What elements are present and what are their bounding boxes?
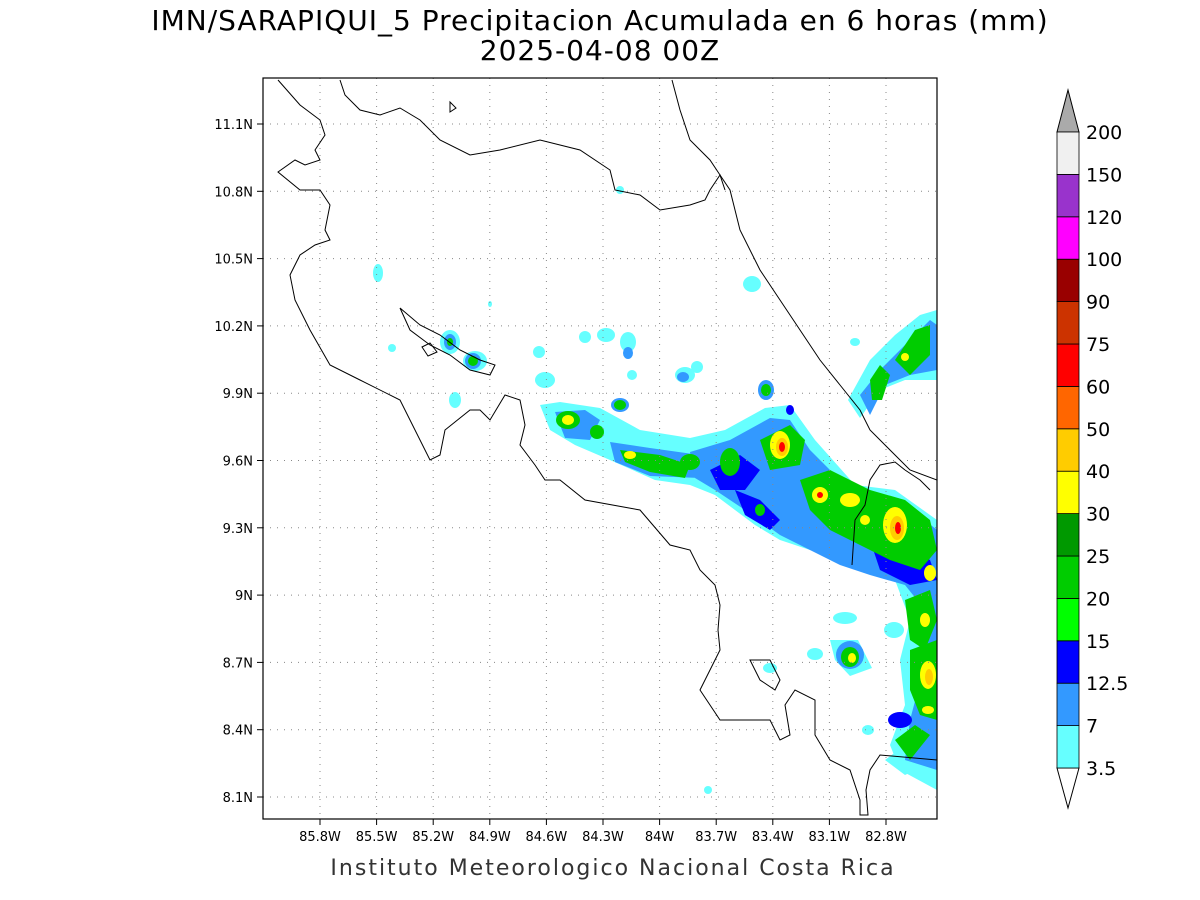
colorbar-swatch	[1056, 682, 1080, 727]
colorbar-label: 25	[1086, 546, 1110, 568]
colorbar-swatch	[1056, 216, 1080, 260]
colorbar-swatch	[1056, 428, 1080, 472]
x-tick-label: 84.6W	[525, 830, 567, 845]
y-tick-label: 8.7N	[223, 656, 253, 671]
credit-text: Instituto Meteorologico Nacional Costa R…	[330, 856, 896, 881]
y-tick-label: 9.6N	[223, 455, 253, 470]
y-tick-label: 10.8N	[214, 185, 253, 200]
x-tick-label: 85.2W	[412, 830, 454, 845]
colorbar-swatch	[1056, 258, 1080, 303]
colorbar-swatch	[1056, 555, 1080, 599]
colorbar-swatch	[1056, 470, 1080, 515]
colorbar-label: 120	[1086, 207, 1122, 229]
colorbar-swatch	[1056, 725, 1080, 769]
colorbar-label: 100	[1086, 249, 1122, 271]
colorbar-label: 40	[1086, 461, 1110, 483]
x-tick-label: 83.1W	[808, 830, 850, 845]
y-tick-label: 10.5N	[214, 253, 253, 268]
colorbar-label: 50	[1086, 419, 1110, 441]
colorbar-label: 30	[1086, 504, 1110, 526]
y-tick-label: 8.4N	[223, 724, 253, 739]
coastline	[277, 79, 937, 816]
y-axis: 11.1N 10.8N 10.5N 10.2N 9.9N 9.6N 9.3N 9N 8.7N 8.…	[214, 118, 263, 806]
colorbar-swatch	[1056, 598, 1080, 642]
precipitation-field	[373, 186, 937, 794]
colorbar-swatch	[1056, 513, 1080, 557]
colorbar: 3.5 7 12.5 15 20 25 30 40 50 60 75 90 100 120 150 200	[1056, 88, 1128, 810]
x-tick-label: 83.7W	[695, 830, 737, 845]
x-tick-label: 84.3W	[582, 830, 624, 845]
map-subtitle-date: 2025-04-08 00Z	[479, 34, 721, 67]
map-title: IMN/SARAPIQUI_5 Precipitacion Acumulada …	[151, 4, 1049, 37]
colorbar-swatch	[1056, 131, 1080, 175]
colorbar-over-triangle	[1056, 88, 1080, 133]
colorbar-swatch	[1056, 301, 1080, 345]
colorbar-label: 12.5	[1086, 673, 1128, 695]
colorbar-label: 150	[1086, 164, 1122, 186]
map-grid	[263, 78, 937, 819]
colorbar-label: 60	[1086, 376, 1110, 398]
x-axis: 85.8W 85.5W 85.2W 84.9W 84.6W 84.3W 84W 83.7W 83…	[299, 819, 907, 845]
colorbar-label: 90	[1086, 292, 1110, 314]
colorbar-swatch	[1056, 640, 1080, 684]
x-tick-label: 84W	[645, 830, 675, 845]
colorbar-label: 75	[1086, 334, 1110, 356]
y-tick-label: 9.9N	[223, 387, 253, 402]
x-tick-label: 84.9W	[469, 830, 511, 845]
x-tick-label: 85.8W	[299, 830, 341, 845]
y-tick-label: 10.2N	[214, 320, 253, 335]
colorbar-label: 20	[1086, 588, 1110, 610]
colorbar-label: 3.5	[1086, 758, 1116, 780]
colorbar-swatch	[1056, 385, 1080, 430]
x-tick-label: 82.8W	[865, 830, 907, 845]
map-frame	[262, 77, 938, 820]
y-tick-label: 9.3N	[223, 522, 253, 537]
colorbar-under-triangle	[1056, 767, 1080, 810]
x-tick-label: 85.5W	[356, 830, 398, 845]
y-tick-label: 11.1N	[214, 118, 253, 133]
y-tick-label: 8.1N	[223, 791, 253, 806]
colorbar-label: 200	[1086, 122, 1122, 144]
colorbar-label: 7	[1086, 716, 1098, 738]
colorbar-swatch	[1056, 173, 1080, 218]
y-tick-label: 9N	[235, 589, 253, 604]
colorbar-label: 15	[1086, 631, 1110, 653]
colorbar-swatch	[1056, 343, 1080, 387]
x-tick-label: 83.4W	[752, 830, 794, 845]
